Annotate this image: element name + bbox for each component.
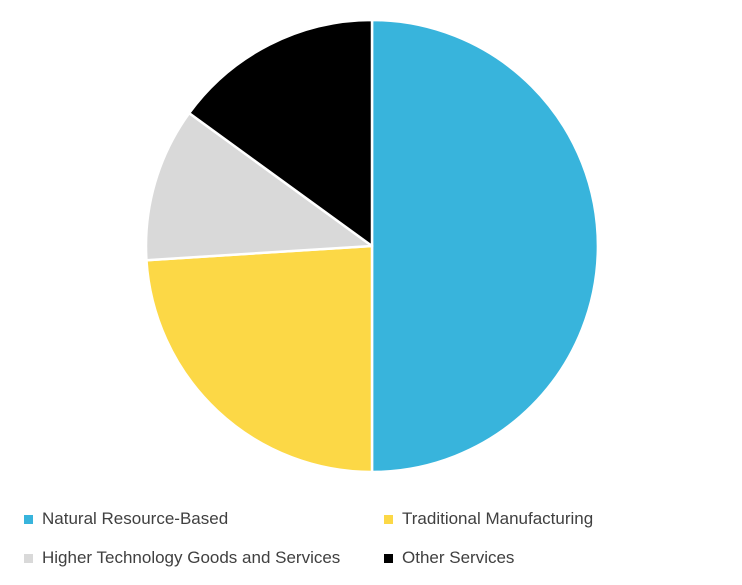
legend-item-other-services: Other Services [384,548,514,568]
pie-slice-natural-resource [370,18,600,474]
pie-slice-higher-technology [144,111,374,262]
legend-swatch-natural-resource [24,514,33,524]
legend-label-natural-resource: Natural Resource-Based [42,509,229,528]
legend-swatch-higher-technology [24,553,33,563]
legend-label-other-services: Other Services [402,548,515,567]
legend-swatch-traditional-manufacturing [384,514,393,524]
pie-slice-other-services [187,18,374,248]
legend-item-higher-technology: Higher Technology Goods and Services [24,548,340,568]
legend-swatch-other-services [384,553,393,563]
legend-label-traditional-manufacturing: Traditional Manufacturing [402,509,594,528]
legend-item-natural-resource: Natural Resource-Based [24,509,228,529]
legend-label-higher-technology: Higher Technology Goods and Services [42,548,341,567]
legend-item-traditional-manufacturing: Traditional Manufacturing [384,509,593,529]
pie-slice-traditional-manufacturing [145,244,374,474]
